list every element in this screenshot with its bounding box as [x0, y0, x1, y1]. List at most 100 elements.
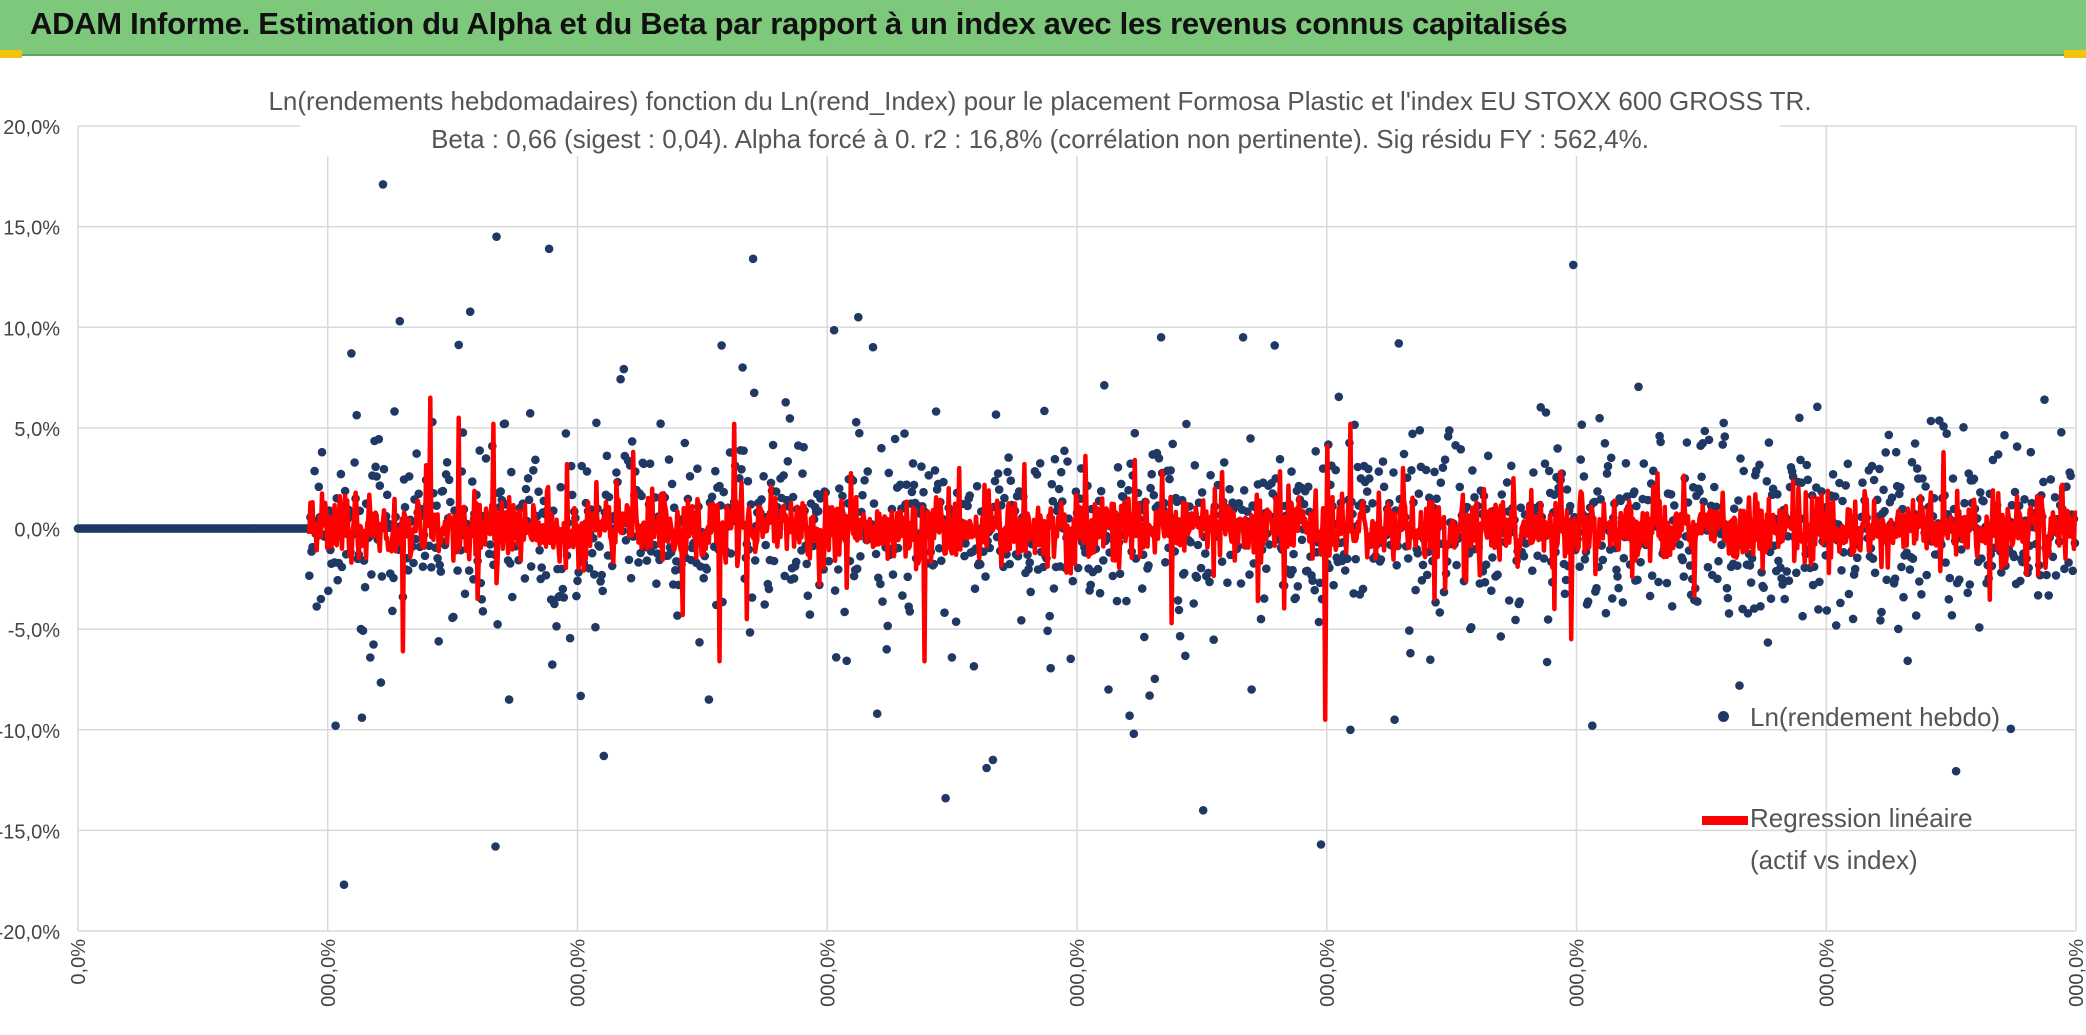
scatter-point: [468, 477, 477, 486]
scatter-point: [1209, 635, 1218, 644]
scatter-point: [1315, 578, 1325, 588]
scatter-point: [1217, 557, 1227, 566]
scatter-point: [1488, 553, 1497, 562]
scatter-point: [766, 478, 776, 488]
scatter-point: [900, 429, 909, 438]
scatter-point: [453, 566, 462, 575]
scatter-point: [389, 573, 398, 583]
scatter-point: [1746, 578, 1756, 587]
scatter-point: [902, 480, 911, 490]
scatter-point: [1004, 453, 1013, 462]
scatter-point: [1598, 555, 1608, 565]
scatter-point: [339, 880, 349, 889]
scatter-point: [764, 584, 774, 594]
scatter-point: [1291, 593, 1300, 603]
scatter-point: [312, 602, 322, 611]
scatter-point: [1959, 423, 1968, 432]
scatter-point: [1511, 615, 1520, 625]
scatter-point: [1654, 577, 1663, 587]
scatter-point: [1407, 466, 1416, 475]
scatter-point: [377, 572, 387, 581]
scatter-point: [1795, 413, 1804, 423]
scatter-point: [2000, 430, 2009, 440]
scatter-point: [1168, 439, 1177, 449]
scatter-point: [1895, 489, 1904, 499]
scatter-point: [1905, 565, 1915, 574]
scatter-point: [1293, 582, 1303, 591]
scatter-point: [1467, 623, 1476, 632]
scatter-point: [1275, 454, 1285, 464]
scatter-point: [371, 462, 380, 472]
scatter-point: [1583, 597, 1593, 606]
scatter-point: [1104, 685, 1113, 694]
scatter-point: [598, 586, 607, 596]
scatter-point: [1358, 584, 1368, 594]
scatter-point: [1289, 549, 1298, 559]
scatter-point: [1405, 626, 1414, 635]
scatter-point: [1763, 638, 1773, 647]
scatter-point: [1713, 574, 1722, 584]
scatter-point: [324, 586, 333, 596]
scatter-point: [464, 566, 474, 575]
scatter-point: [1174, 605, 1184, 615]
scatter-point: [1173, 596, 1183, 605]
scatter-point: [1634, 382, 1643, 392]
scatter-point: [824, 556, 834, 566]
scatter-point: [1830, 492, 1840, 501]
scatter-point: [1050, 454, 1060, 464]
scatter-point: [567, 490, 577, 500]
scatter-point: [976, 560, 985, 569]
scatter-point: [1756, 602, 1765, 611]
scatter-point: [1733, 561, 1742, 570]
scatter-point: [1843, 459, 1853, 469]
chart-subtitle: Beta : 0,66 (sigest : 0,04). Alpha forcé…: [431, 124, 1649, 154]
scatter-point: [1311, 447, 1320, 456]
scatter-point: [947, 653, 957, 662]
scatter-point: [369, 640, 378, 649]
scatter-point: [1414, 489, 1424, 499]
scatter-point: [1438, 463, 1448, 473]
scatter-point: [1137, 584, 1147, 593]
x-tick-label: 000,0%: [817, 939, 839, 1007]
scatter-point: [1788, 472, 1798, 481]
scatter-point: [1848, 614, 1858, 624]
scatter-point: [970, 584, 980, 593]
scatter-point: [1528, 566, 1537, 575]
scatter-point: [838, 491, 847, 501]
scatter-point: [379, 464, 389, 474]
scatter-point: [1145, 691, 1154, 700]
x-tick-label: 000,0%: [1567, 939, 1589, 1007]
corner-accent-left: [0, 50, 22, 58]
scatter-point: [337, 562, 347, 572]
scatter-point: [388, 606, 397, 616]
scatter-point: [1718, 440, 1727, 449]
scatter-point: [331, 721, 340, 730]
scatter-point: [829, 325, 839, 335]
scatter-point: [1411, 585, 1420, 595]
scatter-point: [2057, 428, 2066, 437]
scatter-point: [2006, 724, 2016, 734]
scatter-point: [626, 573, 636, 583]
scatter-point: [798, 469, 807, 478]
scatter-point: [552, 622, 561, 631]
scatter-point: [2040, 395, 2049, 405]
scatter-point: [680, 438, 690, 448]
scatter-point: [1193, 540, 1203, 550]
scatter-point: [1841, 481, 1850, 490]
scatter-point: [624, 555, 634, 565]
scatter-point: [436, 567, 446, 576]
scatter-point: [357, 713, 367, 722]
scatter-point: [1192, 573, 1202, 582]
scatter-point: [1921, 482, 1930, 491]
scatter-point: [1813, 402, 1822, 412]
scatter-point: [1700, 426, 1710, 436]
scatter-point: [1939, 422, 1948, 431]
scatter-point: [604, 492, 614, 502]
scatter-point: [872, 709, 882, 718]
scatter-point: [1724, 609, 1734, 618]
scatter-point: [1024, 564, 1033, 574]
scatter-point: [1614, 583, 1623, 593]
scatter-point: [981, 572, 990, 581]
scatter-point: [1945, 573, 1955, 583]
scatter-point: [1340, 566, 1350, 575]
